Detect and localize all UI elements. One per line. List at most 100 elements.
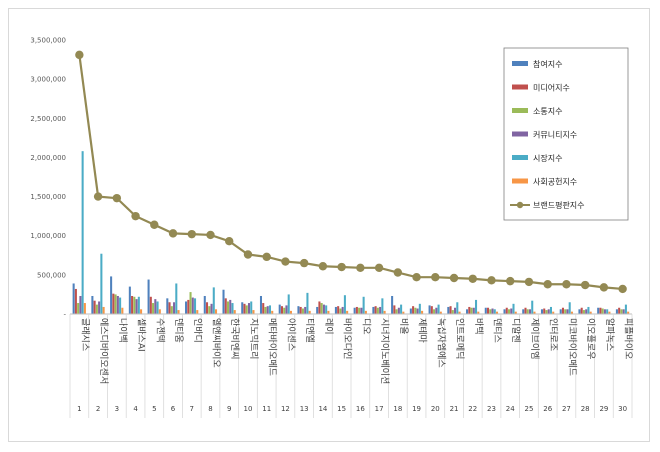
- bar: [112, 293, 115, 314]
- x-rank-label: 6: [171, 405, 176, 413]
- bar: [341, 306, 344, 314]
- bar: [491, 308, 494, 314]
- line-point: [393, 268, 403, 277]
- bar: [514, 311, 517, 314]
- bar: [166, 298, 169, 314]
- bar: [152, 303, 155, 314]
- bar: [533, 311, 536, 314]
- line-point: [281, 257, 290, 266]
- x-rank-label: 21: [450, 405, 459, 413]
- line-point: [299, 258, 309, 268]
- bar: [487, 307, 490, 314]
- bar: [280, 306, 283, 314]
- bar: [206, 302, 209, 314]
- bar: [606, 309, 609, 314]
- line-point: [206, 230, 215, 240]
- bar: [503, 309, 506, 314]
- x-rank-label: 12: [281, 405, 290, 413]
- x-rank-label: 24: [506, 405, 515, 413]
- x-category-label: 디알젠: [510, 318, 521, 343]
- bar: [470, 307, 473, 314]
- bar: [173, 302, 176, 314]
- bar: [133, 296, 136, 314]
- legend-swatch: [512, 84, 528, 90]
- x-rank-label: 23: [487, 405, 496, 413]
- bar: [266, 306, 269, 314]
- bar: [589, 311, 592, 314]
- line-point: [131, 211, 140, 221]
- line-point: [524, 277, 534, 287]
- bar: [185, 301, 188, 314]
- legend-swatch: [512, 61, 528, 66]
- bar: [620, 309, 623, 314]
- bar: [449, 306, 452, 314]
- bar: [381, 298, 384, 314]
- bar: [454, 307, 457, 314]
- bar: [287, 294, 290, 314]
- bar: [72, 283, 75, 314]
- line-point: [543, 280, 552, 289]
- bar: [121, 307, 124, 314]
- bar: [224, 298, 227, 314]
- bar: [135, 299, 138, 314]
- line-point: [318, 262, 328, 271]
- bar: [421, 310, 424, 314]
- bar: [210, 303, 213, 314]
- bar: [247, 303, 251, 314]
- x-category-label: 글래시스: [79, 318, 90, 351]
- bar: [334, 306, 337, 314]
- x-category-label: 인트로메딕: [454, 318, 465, 359]
- bar: [358, 307, 361, 314]
- bar: [547, 309, 550, 314]
- bar: [545, 310, 548, 314]
- line-point: [243, 250, 253, 259]
- bar: [168, 302, 171, 314]
- bar: [624, 304, 627, 314]
- x-category-label: 인바디: [192, 318, 203, 343]
- bar: [362, 296, 365, 314]
- bar: [564, 309, 567, 314]
- bar: [493, 309, 496, 314]
- bar: [512, 303, 515, 314]
- bar: [116, 295, 119, 314]
- bar: [608, 311, 611, 314]
- x-rank-label: 25: [525, 405, 534, 413]
- bar: [208, 306, 211, 314]
- bar: [505, 307, 508, 314]
- x-category-label: 엘앤씨바이오: [211, 318, 222, 368]
- bar: [561, 307, 564, 314]
- line-point: [150, 220, 159, 229]
- x-rank-label: 5: [152, 405, 156, 413]
- x-category-label: 이오플로우: [585, 318, 596, 359]
- bar: [433, 309, 436, 314]
- bar: [325, 305, 328, 314]
- bar: [484, 307, 487, 314]
- bar: [353, 307, 356, 314]
- bar: [587, 306, 590, 314]
- bar: [437, 304, 440, 314]
- bar: [74, 288, 77, 314]
- line-point: [580, 280, 590, 290]
- bar: [456, 302, 459, 314]
- bar: [128, 286, 131, 314]
- bar: [477, 311, 480, 314]
- x-rank-label: 9: [227, 405, 231, 413]
- bar: [278, 304, 281, 314]
- x-category-label: 바이오다인: [342, 318, 353, 359]
- bar: [496, 311, 499, 314]
- bar: [622, 309, 625, 314]
- bar: [599, 307, 602, 314]
- bar: [110, 276, 113, 314]
- bar: [376, 307, 379, 314]
- bar: [522, 309, 525, 314]
- bar: [400, 304, 403, 314]
- line-point: [93, 192, 103, 201]
- legend-swatch: [512, 131, 528, 137]
- bar: [566, 309, 569, 314]
- x-rank-label: 8: [208, 405, 212, 413]
- bar: [552, 311, 555, 314]
- x-category-label: 지노믹트리: [248, 318, 260, 359]
- bar: [402, 311, 405, 314]
- bar: [245, 305, 248, 314]
- bar: [472, 307, 475, 314]
